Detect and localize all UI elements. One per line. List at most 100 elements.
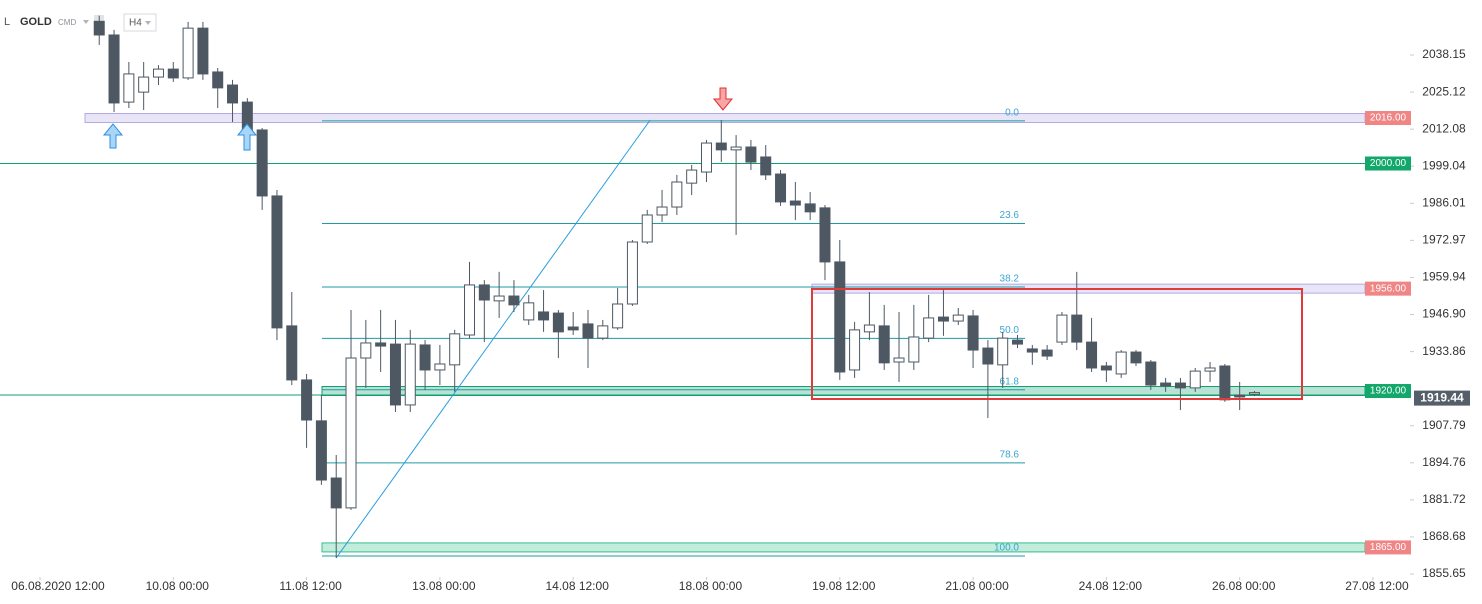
price-zone bbox=[321, 386, 1366, 397]
candle-body bbox=[464, 284, 476, 336]
candle-body bbox=[552, 312, 564, 333]
candle-body bbox=[538, 311, 550, 321]
fib-label: 78.6 bbox=[1000, 449, 1020, 460]
y-tick-label: 1999.04 bbox=[1422, 158, 1466, 172]
candle-body bbox=[997, 337, 1009, 366]
candle-body bbox=[641, 214, 653, 243]
candle-body bbox=[1056, 314, 1068, 343]
candle-body bbox=[745, 146, 757, 163]
timeframe-select[interactable] bbox=[123, 13, 157, 32]
y-tick-label: 1894.76 bbox=[1422, 455, 1466, 469]
candle-body bbox=[315, 420, 327, 481]
axes: 2038.15 2025.12 2012.08 1999.04 1986.01 1972.… bbox=[11, 47, 1470, 593]
candle-body bbox=[93, 20, 105, 36]
candle-body bbox=[1130, 351, 1142, 364]
candle-body bbox=[863, 324, 875, 333]
dropdown-icon[interactable] bbox=[145, 21, 151, 25]
candle-body bbox=[1174, 382, 1186, 389]
candle-body bbox=[1115, 351, 1127, 375]
dropdown-icon[interactable] bbox=[83, 20, 89, 24]
overlays: 0.0 23.6 38.2 50.0 61.8 78.6 100.0 bbox=[0, 107, 1410, 559]
candle-body bbox=[804, 203, 816, 213]
candle-body bbox=[197, 27, 209, 75]
candle-body bbox=[167, 68, 179, 79]
candle-body bbox=[330, 477, 342, 509]
candle-body bbox=[1189, 370, 1201, 389]
candle-body bbox=[360, 342, 372, 359]
fib-label: 0.0 bbox=[1005, 107, 1019, 118]
candle-body bbox=[1100, 365, 1112, 371]
candle-body bbox=[567, 326, 579, 331]
y-tick-label: 1986.01 bbox=[1422, 195, 1466, 209]
candle-body bbox=[1234, 394, 1246, 398]
x-tick-label: 27.08 12:00 bbox=[1345, 579, 1409, 593]
x-tick-label: 14.08 12:00 bbox=[545, 579, 609, 593]
candle-body bbox=[982, 347, 994, 365]
candle-body bbox=[1071, 314, 1083, 343]
candle-body bbox=[937, 316, 949, 322]
level-label: 1956.00 bbox=[1370, 283, 1407, 294]
candle-body bbox=[419, 344, 431, 371]
y-tick-label: 2025.12 bbox=[1422, 84, 1466, 98]
y-tick-label: 1959.94 bbox=[1422, 270, 1466, 284]
buy-arrow bbox=[102, 123, 124, 149]
x-tick-label: 06.08.2020 12:00 bbox=[11, 579, 105, 593]
candle-body bbox=[1026, 348, 1038, 353]
candle-body bbox=[1219, 365, 1231, 401]
candles bbox=[93, 15, 1260, 558]
candle-body bbox=[1086, 341, 1098, 369]
last-price-box bbox=[1414, 390, 1470, 406]
candle-body bbox=[612, 303, 624, 329]
candle-body bbox=[1204, 367, 1216, 372]
buy-arrow bbox=[236, 123, 258, 151]
level-label: 2016.00 bbox=[1370, 113, 1407, 124]
x-tick-label: 24.08 12:00 bbox=[1079, 579, 1143, 593]
fib-label: 23.6 bbox=[1000, 210, 1020, 221]
candle-body bbox=[478, 284, 490, 301]
y-tick-label: 1855.65 bbox=[1422, 566, 1466, 580]
candle-body bbox=[182, 27, 194, 79]
candle-body bbox=[597, 325, 609, 339]
fib-label: 61.8 bbox=[1000, 376, 1020, 387]
candle-body bbox=[923, 317, 935, 339]
candle-body bbox=[878, 325, 890, 364]
symbol[interactable]: GOLD bbox=[20, 16, 52, 28]
candle-body bbox=[1248, 392, 1260, 395]
candle-body bbox=[212, 71, 224, 89]
candle-body bbox=[1012, 339, 1024, 345]
menu-icon[interactable]: L bbox=[4, 16, 10, 28]
level-label: 1865.00 bbox=[1370, 542, 1407, 553]
candle-body bbox=[789, 200, 801, 206]
x-tick-label: 21.08 00:00 bbox=[945, 579, 1009, 593]
x-tick-label: 26.08 00:00 bbox=[1212, 579, 1276, 593]
candle-body bbox=[656, 206, 668, 216]
fib-label: 38.2 bbox=[1000, 274, 1020, 285]
y-tick-label: 1881.72 bbox=[1422, 492, 1466, 506]
level-label: 2000.00 bbox=[1370, 158, 1407, 169]
fib-label: 50.0 bbox=[1000, 325, 1020, 336]
candle-body bbox=[404, 343, 416, 406]
candle-body bbox=[123, 73, 135, 103]
level-label: 1920.00 bbox=[1370, 386, 1407, 397]
price-zone bbox=[321, 542, 1366, 553]
y-tick-label: 1933.86 bbox=[1422, 344, 1466, 358]
x-tick-label: 11.08 12:00 bbox=[279, 579, 342, 593]
candle-body bbox=[227, 84, 239, 104]
candle-body bbox=[819, 207, 831, 263]
timeframe[interactable]: H4 bbox=[129, 18, 142, 29]
candle-body bbox=[271, 195, 283, 329]
x-tick-label: 13.08 00:00 bbox=[412, 579, 476, 593]
candle-body bbox=[775, 173, 787, 203]
level-label-box bbox=[1365, 281, 1411, 296]
y-tick-label: 1868.68 bbox=[1422, 529, 1466, 543]
candle-body bbox=[493, 295, 505, 302]
candle-body bbox=[730, 146, 742, 151]
candle-body bbox=[760, 156, 772, 176]
fib-label: 100.0 bbox=[994, 543, 1019, 554]
candle-body bbox=[256, 129, 268, 197]
candle-body bbox=[375, 342, 387, 347]
candle-body bbox=[523, 302, 535, 321]
y-tick-label: 1946.90 bbox=[1422, 307, 1466, 321]
candle-body bbox=[508, 295, 520, 306]
